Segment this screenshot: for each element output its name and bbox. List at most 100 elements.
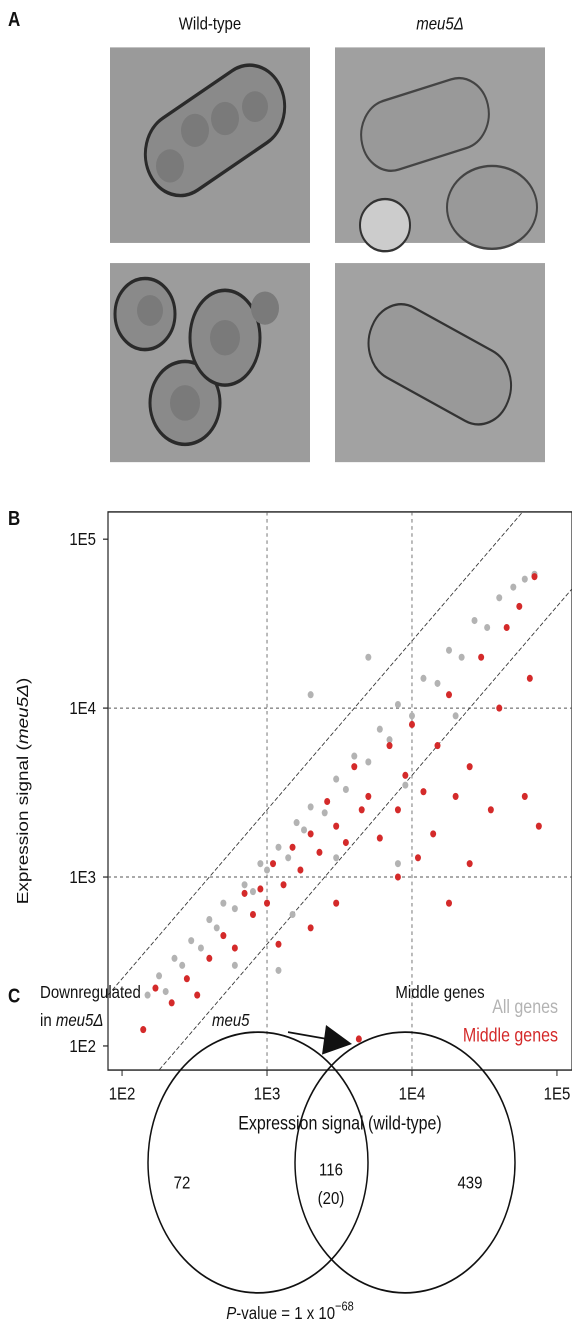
data-point bbox=[307, 803, 314, 811]
p-value-part: -value = 1 x 10 bbox=[236, 1304, 335, 1323]
venn-count: 439 bbox=[457, 1173, 482, 1192]
data-point bbox=[466, 763, 473, 771]
p-value: P-value = 1 x 10−68 bbox=[226, 1299, 354, 1324]
y-axis-label: Expression signal (meu5Δ) bbox=[13, 678, 31, 905]
data-point bbox=[333, 899, 340, 907]
data-point bbox=[420, 674, 427, 682]
data-point bbox=[394, 700, 401, 709]
data-point bbox=[376, 725, 383, 733]
data-point bbox=[487, 806, 494, 814]
x-tick-label: 1E5 bbox=[544, 1085, 571, 1104]
data-point bbox=[445, 646, 452, 654]
data-point bbox=[307, 691, 314, 699]
venn-count: (20) bbox=[318, 1189, 345, 1208]
data-point bbox=[194, 991, 201, 999]
data-point bbox=[342, 838, 349, 847]
data-point bbox=[394, 873, 401, 881]
data-point bbox=[289, 843, 296, 851]
data-point bbox=[231, 944, 238, 952]
venn-label: Middle genes bbox=[395, 983, 484, 1002]
data-point bbox=[365, 653, 372, 661]
data-point bbox=[171, 954, 178, 962]
arrow-head bbox=[322, 1025, 352, 1055]
data-point bbox=[466, 860, 473, 868]
data-point bbox=[162, 987, 169, 996]
data-point bbox=[152, 984, 159, 992]
data-point bbox=[168, 999, 175, 1007]
data-point bbox=[275, 940, 282, 948]
data-point bbox=[231, 905, 238, 913]
x-axis-label: Expression signal (wild-type) bbox=[238, 1112, 442, 1134]
data-point bbox=[280, 881, 287, 889]
data-point bbox=[285, 854, 292, 862]
p-value-part: −68 bbox=[335, 1299, 354, 1314]
venn-label-part: in bbox=[40, 1011, 56, 1030]
data-point bbox=[156, 972, 163, 980]
data-point bbox=[289, 910, 296, 919]
y-tick-label: 1E4 bbox=[69, 699, 96, 718]
panel-label: B bbox=[8, 507, 20, 530]
data-point bbox=[430, 830, 437, 838]
data-point bbox=[521, 575, 528, 583]
legend-entry: All genes bbox=[492, 996, 558, 1018]
plot-frame bbox=[107, 511, 572, 1071]
data-point bbox=[324, 797, 331, 806]
data-point bbox=[333, 854, 340, 862]
fold-line bbox=[158, 588, 572, 1071]
data-point bbox=[478, 653, 485, 661]
data-point bbox=[183, 975, 190, 983]
data-point bbox=[408, 712, 415, 720]
data-point bbox=[301, 826, 308, 834]
data-point bbox=[206, 916, 213, 924]
data-point bbox=[402, 771, 409, 779]
data-point bbox=[355, 1035, 362, 1043]
data-point bbox=[297, 866, 304, 874]
data-point bbox=[386, 736, 393, 744]
data-point bbox=[394, 806, 401, 814]
image-label: Wild-type bbox=[179, 14, 241, 33]
micrographs bbox=[110, 47, 545, 463]
data-point bbox=[231, 961, 238, 969]
data-point bbox=[516, 602, 523, 610]
data-point bbox=[445, 691, 452, 699]
data-point bbox=[342, 785, 349, 793]
data-point bbox=[434, 679, 441, 687]
x-tick-label: 1E4 bbox=[399, 1085, 426, 1104]
data-point bbox=[241, 881, 248, 889]
data-point bbox=[257, 860, 264, 868]
data-point bbox=[333, 822, 340, 830]
venn-count: 116 bbox=[319, 1160, 343, 1179]
y-tick-label: 1E2 bbox=[69, 1037, 96, 1056]
panel-label: A bbox=[8, 8, 20, 31]
data-point bbox=[394, 860, 401, 868]
data-point bbox=[358, 806, 365, 814]
data-point bbox=[402, 781, 409, 789]
data-point bbox=[445, 899, 452, 907]
data-point bbox=[220, 899, 227, 907]
image-label: meu5Δ bbox=[416, 14, 464, 33]
x-tick-label: 1E3 bbox=[254, 1085, 281, 1104]
data-point bbox=[275, 966, 282, 974]
data-point bbox=[188, 937, 195, 945]
data-point bbox=[531, 573, 538, 581]
data-point bbox=[351, 763, 358, 771]
y-axis-label-part: Expression signal ( bbox=[13, 744, 31, 904]
venn-label: in meu5Δ bbox=[40, 1011, 103, 1030]
data-point bbox=[257, 885, 264, 893]
data-point bbox=[408, 720, 415, 729]
data-point bbox=[503, 623, 510, 632]
data-point bbox=[307, 830, 314, 838]
fold-line bbox=[108, 511, 524, 996]
y-axis-label-part: ) bbox=[13, 678, 31, 684]
data-point bbox=[351, 752, 358, 760]
venn-label: Downregulated bbox=[40, 983, 141, 1002]
data-point bbox=[458, 653, 465, 661]
data-point bbox=[316, 848, 323, 856]
data-point bbox=[452, 792, 459, 800]
data-point bbox=[264, 899, 271, 907]
p-value-part: P bbox=[226, 1304, 236, 1323]
data-point bbox=[420, 788, 427, 796]
data-point bbox=[213, 924, 220, 932]
